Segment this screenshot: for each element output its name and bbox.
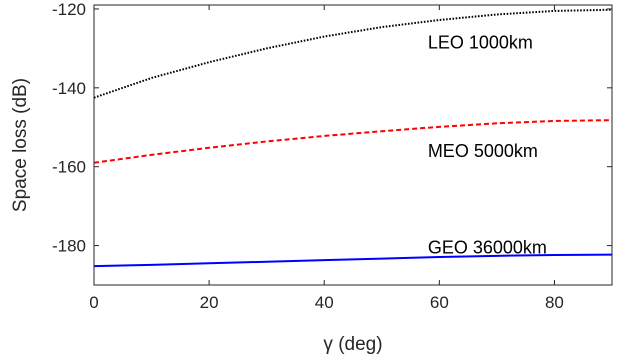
x-tick-label: 20 xyxy=(200,293,219,312)
series-label: GEO 36000km xyxy=(428,238,547,258)
y-tick-label: -140 xyxy=(52,79,86,98)
x-tick-label: 80 xyxy=(545,293,564,312)
y-tick-label: -120 xyxy=(52,0,86,19)
series-labels: LEO 1000km MEO 5000km GEO 36000km xyxy=(428,32,547,257)
series-layer xyxy=(93,8,613,268)
y-axis-label: Space loss (dB) xyxy=(10,78,31,212)
series-line-meo-5000km xyxy=(93,119,613,164)
series-line-leo-1000km xyxy=(93,8,613,99)
series-label: LEO 1000km xyxy=(428,32,533,52)
series-label: MEO 5000km xyxy=(428,141,538,161)
x-axis-label: γ (deg) xyxy=(323,334,382,355)
x-tick-label: 60 xyxy=(430,293,449,312)
series-line-geo-36000km xyxy=(93,253,613,268)
plot-area-frame xyxy=(93,4,613,286)
x-tick-label: 0 xyxy=(89,293,98,312)
x-tick-label: 40 xyxy=(315,293,334,312)
ticks-layer: 0 20 40 60 80 -120 -140 -160 -180 xyxy=(52,0,612,312)
y-tick-label: -160 xyxy=(52,158,86,177)
y-tick-label: -180 xyxy=(52,237,86,256)
